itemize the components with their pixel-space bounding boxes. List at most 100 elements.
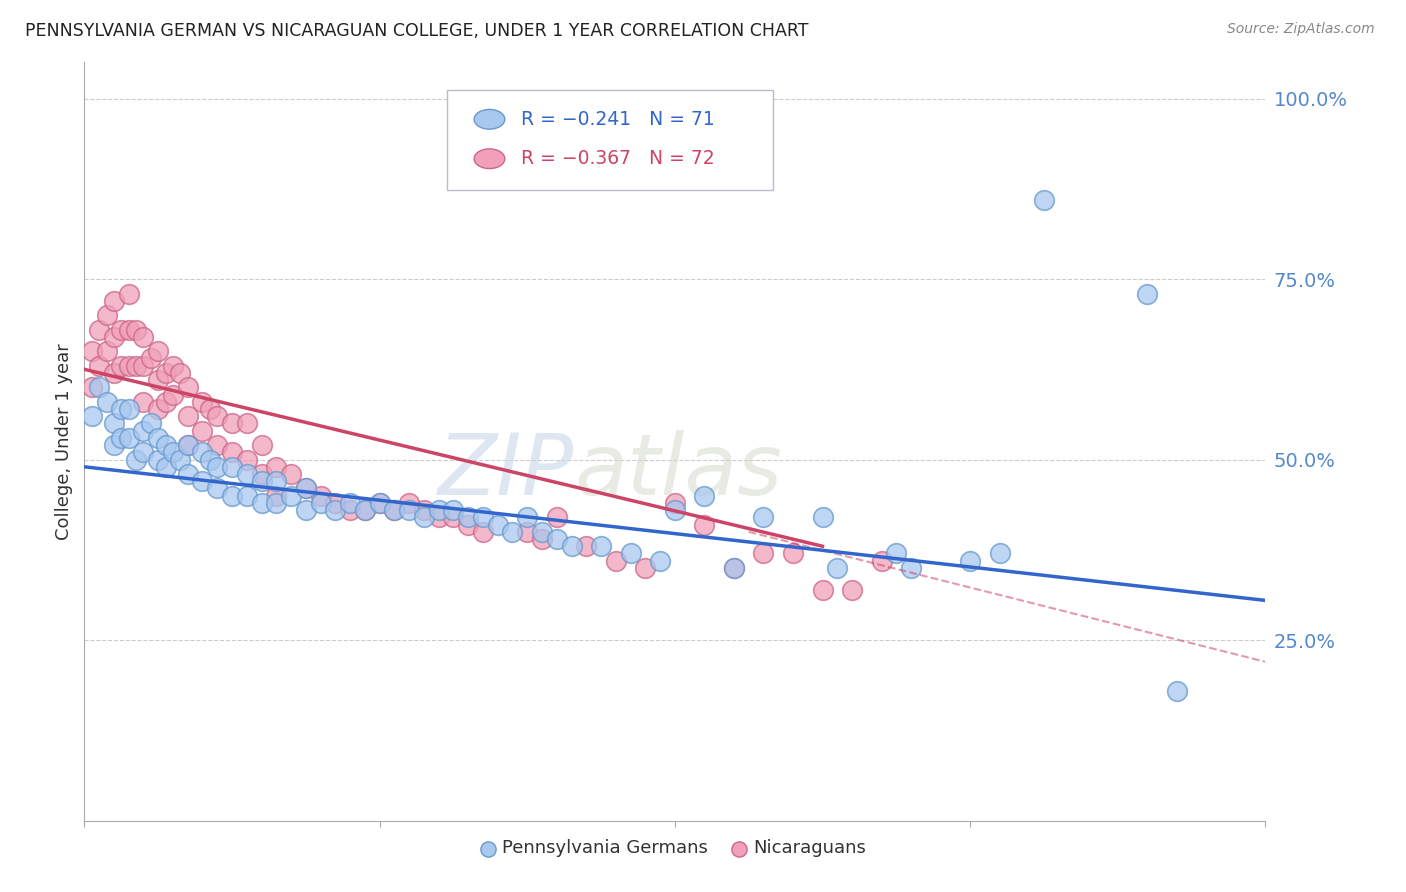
Point	[443, 510, 465, 524]
Point	[80, 380, 103, 394]
Point	[827, 561, 849, 575]
Point	[198, 402, 221, 417]
Point	[221, 445, 243, 459]
Circle shape	[474, 149, 505, 169]
Point	[221, 489, 243, 503]
Point	[80, 409, 103, 424]
Point	[472, 510, 495, 524]
Point	[472, 524, 495, 539]
Point	[266, 459, 288, 474]
Point	[457, 517, 479, 532]
Point	[110, 359, 132, 373]
Point	[118, 286, 141, 301]
Point	[148, 344, 170, 359]
Point	[162, 387, 184, 401]
Point	[457, 510, 479, 524]
Point	[236, 467, 259, 481]
Point	[236, 452, 259, 467]
Point	[811, 510, 834, 524]
Point	[236, 489, 259, 503]
Point	[620, 546, 643, 560]
Point	[531, 524, 554, 539]
Point	[398, 496, 420, 510]
Point	[250, 467, 273, 481]
Point	[177, 409, 200, 424]
Point	[103, 366, 125, 380]
Point	[664, 496, 686, 510]
Point	[575, 539, 598, 553]
Text: R = −0.367   N = 72: R = −0.367 N = 72	[522, 149, 716, 169]
Point	[325, 496, 347, 510]
Point	[546, 532, 568, 546]
Point	[103, 417, 125, 431]
Point	[988, 546, 1011, 560]
Point	[221, 417, 243, 431]
Point	[339, 503, 361, 517]
Point	[177, 438, 200, 452]
Point	[191, 394, 214, 409]
Point	[118, 323, 141, 337]
Point	[561, 539, 583, 553]
Point	[103, 293, 125, 308]
Point	[110, 323, 132, 337]
Point	[87, 380, 111, 394]
Point	[368, 496, 391, 510]
Point	[516, 524, 538, 539]
Point	[87, 359, 111, 373]
Point	[207, 459, 229, 474]
Point	[250, 475, 273, 489]
Point	[125, 323, 148, 337]
Point	[870, 554, 893, 568]
Point	[132, 394, 155, 409]
Point	[250, 438, 273, 452]
Point	[427, 503, 450, 517]
Point	[752, 546, 775, 560]
Point	[80, 344, 103, 359]
Point	[266, 475, 288, 489]
Point	[382, 503, 406, 517]
Point	[354, 503, 377, 517]
Point	[693, 489, 716, 503]
Point	[250, 496, 273, 510]
Point	[382, 503, 406, 517]
Point	[118, 402, 141, 417]
Point	[516, 510, 538, 524]
Point	[96, 394, 118, 409]
Point	[155, 459, 177, 474]
Point	[148, 402, 170, 417]
Point	[139, 351, 162, 366]
Point	[125, 359, 148, 373]
Point	[886, 546, 908, 560]
Text: ZIP: ZIP	[439, 430, 575, 514]
Point	[634, 561, 657, 575]
Point	[486, 517, 509, 532]
Point	[295, 482, 318, 496]
Point	[368, 496, 391, 510]
Point	[162, 445, 184, 459]
Point	[132, 445, 155, 459]
Point	[1166, 683, 1188, 698]
Point	[650, 554, 672, 568]
Point	[139, 417, 162, 431]
Point	[427, 510, 450, 524]
Point	[546, 510, 568, 524]
Text: Source: ZipAtlas.com: Source: ZipAtlas.com	[1227, 22, 1375, 37]
Point	[103, 438, 125, 452]
Point	[132, 359, 155, 373]
Point	[266, 489, 288, 503]
Point	[221, 459, 243, 474]
Point	[207, 482, 229, 496]
Point	[309, 496, 332, 510]
Point	[723, 561, 745, 575]
Text: PENNSYLVANIA GERMAN VS NICARAGUAN COLLEGE, UNDER 1 YEAR CORRELATION CHART: PENNSYLVANIA GERMAN VS NICARAGUAN COLLEG…	[25, 22, 808, 40]
Point	[811, 582, 834, 597]
Point	[132, 330, 155, 344]
Point	[782, 546, 804, 560]
Point	[309, 489, 332, 503]
Point	[752, 510, 775, 524]
Point	[191, 475, 214, 489]
Point	[177, 467, 200, 481]
Point	[177, 380, 200, 394]
Point	[118, 359, 141, 373]
Point	[413, 503, 436, 517]
